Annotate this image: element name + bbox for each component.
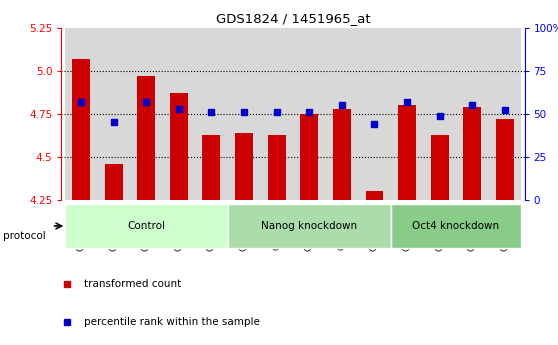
Bar xyxy=(130,28,162,200)
Text: Control: Control xyxy=(127,221,165,231)
Bar xyxy=(333,109,351,200)
Bar xyxy=(496,119,514,200)
Bar xyxy=(72,59,90,200)
Text: percentile rank within the sample: percentile rank within the sample xyxy=(84,317,259,327)
Bar xyxy=(325,28,358,200)
Text: Oct4 knockdown: Oct4 knockdown xyxy=(412,221,499,231)
Bar xyxy=(431,135,449,200)
Bar xyxy=(398,105,416,200)
Text: protocol: protocol xyxy=(3,231,46,241)
Bar xyxy=(365,191,383,200)
Bar xyxy=(391,28,424,200)
Text: transformed count: transformed count xyxy=(84,279,181,289)
Bar xyxy=(391,204,521,248)
Bar xyxy=(97,28,130,200)
Bar xyxy=(195,28,228,200)
Bar xyxy=(424,28,456,200)
Bar xyxy=(489,28,521,200)
Bar xyxy=(162,28,195,200)
Bar xyxy=(463,107,482,200)
Bar xyxy=(170,93,187,200)
Title: GDS1824 / 1451965_at: GDS1824 / 1451965_at xyxy=(215,12,371,25)
Bar xyxy=(228,28,261,200)
Bar xyxy=(104,164,123,200)
Bar xyxy=(293,28,325,200)
Text: Nanog knockdown: Nanog knockdown xyxy=(261,221,357,231)
Bar xyxy=(228,204,391,248)
Bar xyxy=(456,28,489,200)
Bar xyxy=(65,28,97,200)
Bar xyxy=(261,28,293,200)
Bar xyxy=(235,133,253,200)
Bar xyxy=(203,135,220,200)
Bar xyxy=(268,135,286,200)
Bar xyxy=(358,28,391,200)
Bar xyxy=(137,76,155,200)
Bar xyxy=(300,114,318,200)
Bar xyxy=(65,204,228,248)
